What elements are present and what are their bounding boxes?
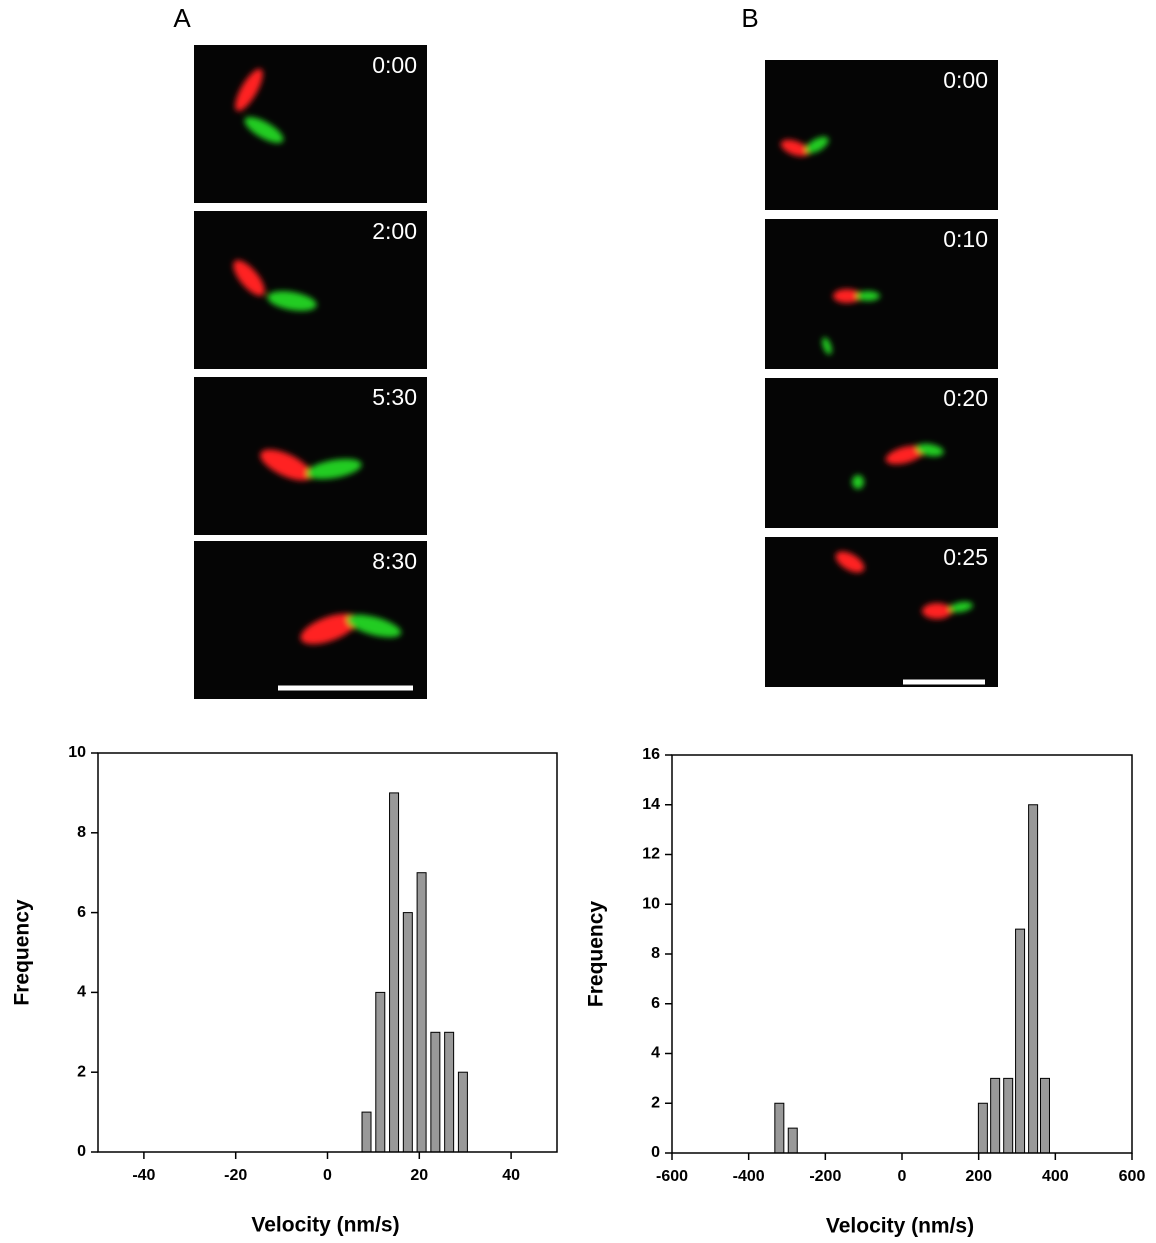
plot-frame bbox=[671, 754, 1133, 1154]
timestamp: 8:30 bbox=[372, 548, 417, 574]
signal bbox=[780, 136, 829, 157]
x-axis-label: Velocity (nm/s) bbox=[251, 1214, 399, 1237]
bar bbox=[774, 1102, 785, 1154]
x-tick-label: -400 bbox=[733, 1168, 765, 1185]
x-tick-label: 600 bbox=[1119, 1168, 1146, 1185]
bar bbox=[1003, 1077, 1014, 1154]
fluorescence bbox=[885, 445, 925, 465]
y-tick-label: 8 bbox=[651, 945, 660, 962]
fluorescence bbox=[856, 291, 880, 301]
y-tick-label: 6 bbox=[77, 904, 86, 921]
fluorescence bbox=[833, 289, 861, 303]
bar bbox=[375, 991, 386, 1153]
micrograph bbox=[194, 541, 427, 699]
bar bbox=[389, 792, 400, 1153]
y-tick-label: 0 bbox=[77, 1143, 86, 1160]
panel-label: B bbox=[741, 3, 758, 33]
signal bbox=[233, 260, 317, 311]
y-tick-label: 10 bbox=[642, 895, 660, 912]
y-tick-label: 2 bbox=[77, 1063, 86, 1080]
micrograph bbox=[765, 219, 998, 369]
signal bbox=[235, 68, 284, 143]
micrograph bbox=[194, 45, 427, 203]
bar bbox=[430, 1031, 441, 1153]
fluorescence bbox=[244, 117, 284, 143]
fluorescence bbox=[949, 601, 973, 613]
bar bbox=[416, 872, 427, 1153]
x-tick-label: -20 bbox=[224, 1167, 247, 1184]
fluorescence bbox=[780, 139, 810, 157]
y-tick-label: 8 bbox=[77, 824, 86, 841]
y-tick-label: 6 bbox=[651, 995, 660, 1012]
fluorescence bbox=[822, 337, 832, 355]
x-tick-label: 40 bbox=[502, 1167, 520, 1184]
y-axis-label: Frequency bbox=[11, 899, 34, 1006]
fluorescence bbox=[267, 291, 317, 311]
plot-frame bbox=[97, 752, 558, 1153]
fluorescence bbox=[852, 475, 864, 489]
fluorescence bbox=[805, 136, 829, 154]
bar bbox=[977, 1102, 988, 1154]
signal bbox=[260, 449, 362, 481]
y-tick-label: 4 bbox=[77, 984, 86, 1001]
y-tick-label: 12 bbox=[642, 846, 660, 863]
x-tick-label: -600 bbox=[656, 1168, 688, 1185]
signal bbox=[822, 289, 880, 355]
y-tick-label: 14 bbox=[642, 796, 660, 813]
bar bbox=[402, 912, 413, 1153]
fluorescence bbox=[300, 613, 358, 645]
fluorescence bbox=[306, 458, 362, 480]
x-tick-label: 0 bbox=[898, 1168, 907, 1185]
fluorescence bbox=[233, 260, 265, 296]
y-tick-label: 4 bbox=[651, 1045, 660, 1062]
signal bbox=[835, 551, 973, 619]
fluorescence bbox=[922, 603, 952, 619]
micrograph bbox=[194, 211, 427, 369]
y-tick-label: 16 bbox=[642, 746, 660, 763]
bar bbox=[1039, 1077, 1050, 1154]
fluorescence bbox=[916, 443, 944, 457]
x-tick-label: 200 bbox=[965, 1168, 992, 1185]
timestamp: 0:10 bbox=[943, 226, 988, 252]
fluorescence bbox=[835, 551, 865, 573]
timestamp: 0:25 bbox=[943, 544, 988, 570]
x-tick-label: -40 bbox=[132, 1167, 155, 1184]
bar bbox=[457, 1071, 468, 1153]
y-tick-label: 2 bbox=[651, 1094, 660, 1111]
x-tick-label: 400 bbox=[1042, 1168, 1069, 1185]
y-tick-label: 0 bbox=[651, 1144, 660, 1161]
timestamp: 5:30 bbox=[372, 384, 417, 410]
y-tick-label: 10 bbox=[68, 744, 86, 761]
x-tick-label: -200 bbox=[809, 1168, 841, 1185]
micrograph bbox=[765, 60, 998, 210]
bar bbox=[990, 1077, 1001, 1154]
bar bbox=[787, 1127, 798, 1154]
fluorescence bbox=[346, 614, 402, 638]
y-axis-label: Frequency bbox=[585, 901, 608, 1008]
signal bbox=[300, 613, 402, 645]
x-tick-label: 0 bbox=[323, 1167, 332, 1184]
bar bbox=[444, 1031, 455, 1153]
micrograph bbox=[194, 377, 427, 535]
timestamp: 2:00 bbox=[372, 218, 417, 244]
timestamp: 0:00 bbox=[372, 52, 417, 78]
x-tick-label: 20 bbox=[410, 1167, 428, 1184]
micrograph bbox=[765, 378, 998, 528]
timestamp: 0:00 bbox=[943, 67, 988, 93]
x-axis-label: Velocity (nm/s) bbox=[826, 1215, 974, 1238]
fluorescence bbox=[260, 449, 312, 481]
fluorescence bbox=[235, 68, 263, 112]
bar bbox=[361, 1111, 372, 1153]
signal bbox=[852, 443, 944, 489]
timestamp: 0:20 bbox=[943, 385, 988, 411]
panel-label: A bbox=[173, 3, 191, 33]
bar bbox=[1028, 804, 1039, 1154]
bar bbox=[1015, 928, 1026, 1154]
